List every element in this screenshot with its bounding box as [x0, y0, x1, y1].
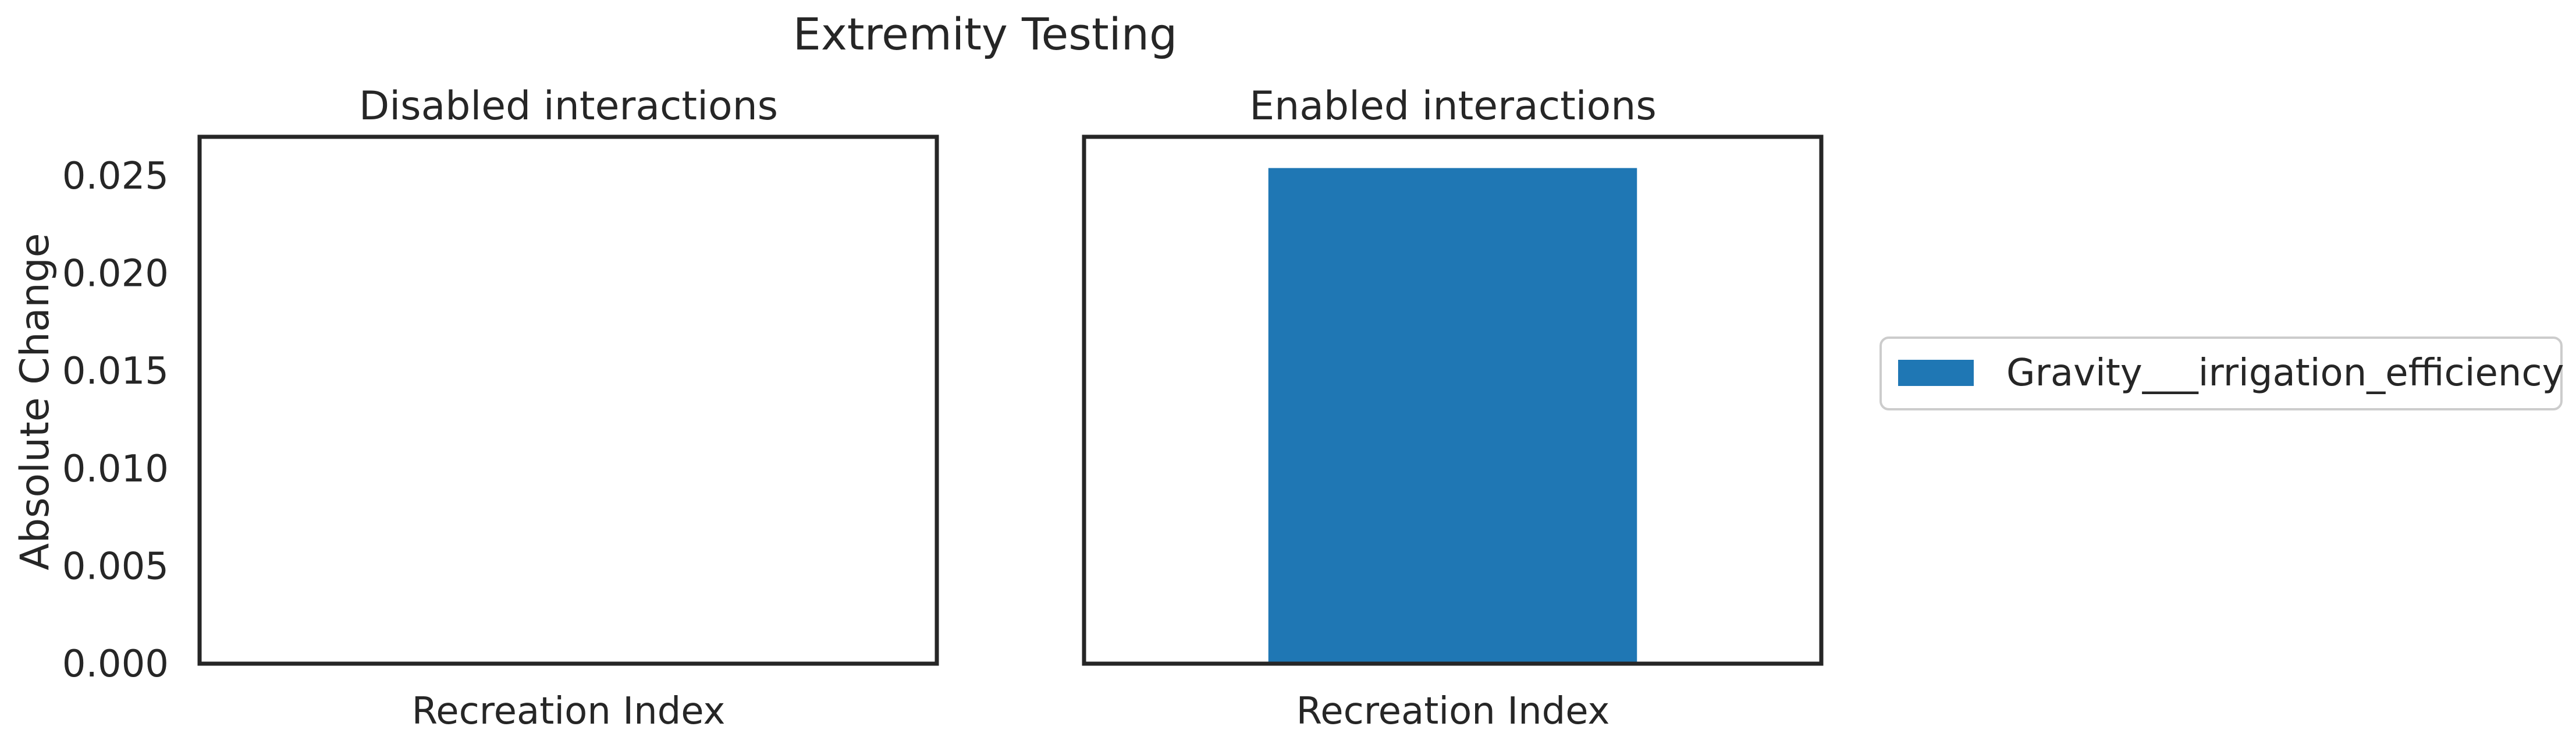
y-tick-label: 0.020 [62, 253, 169, 296]
legend-label: Gravity___irrigation_efficiency [2006, 352, 2564, 395]
bars [1268, 168, 1637, 664]
plot-frame [1082, 134, 1824, 666]
x-tick-label: Recreation Index [412, 690, 726, 733]
panel-title: Enabled interactions [1249, 83, 1657, 129]
legend: Gravity___irrigation_efficiency [1879, 336, 2564, 410]
panel-enabled-interactions: Enabled interactions Recreation Index [1082, 83, 1824, 733]
y-axis-label: Absolute Change [12, 233, 58, 570]
y-tick-label: 0.010 [62, 448, 169, 491]
panel-title: Disabled interactions [359, 83, 778, 129]
legend-frame [1879, 336, 2563, 410]
y-tick-label: 0.025 [62, 155, 169, 198]
panel-disabled-interactions: Disabled interactions Recreation Index [197, 83, 939, 733]
chart-title: Extremity Testing [793, 8, 1177, 60]
plot-frame [197, 134, 939, 666]
y-tick-label: 0.015 [62, 350, 169, 393]
bar [1268, 168, 1637, 664]
y-axis-ticks: 0.000 0.005 0.010 0.015 0.020 0.025 [62, 155, 169, 686]
legend-swatch [1898, 360, 1974, 386]
y-tick-label: 0.005 [62, 545, 169, 588]
y-tick-label: 0.000 [62, 643, 169, 686]
x-tick-label: Recreation Index [1296, 690, 1610, 733]
